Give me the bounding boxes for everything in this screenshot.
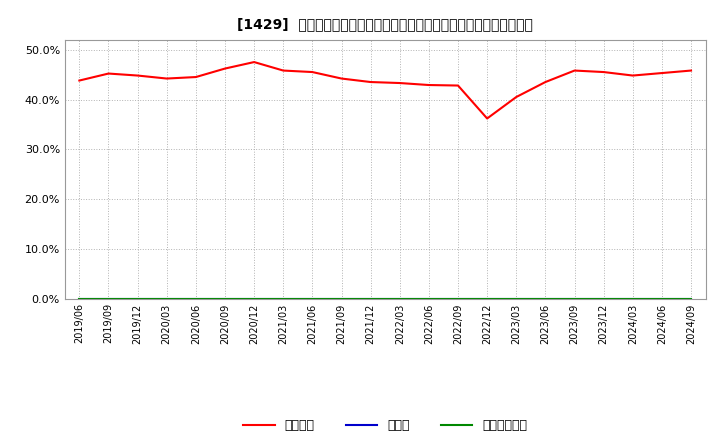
のれん	[75, 297, 84, 302]
のれん	[687, 297, 696, 302]
繰延税金資産	[279, 297, 287, 302]
自己資本	[512, 94, 521, 99]
のれん	[599, 297, 608, 302]
のれん	[541, 297, 550, 302]
のれん	[250, 297, 258, 302]
のれん	[104, 297, 113, 302]
繰延税金資産	[163, 297, 171, 302]
のれん	[657, 297, 666, 302]
のれん	[454, 297, 462, 302]
Line: 自己資本: 自己資本	[79, 62, 691, 118]
のれん	[133, 297, 142, 302]
自己資本	[687, 68, 696, 73]
Legend: 自己資本, のれん, 繰延税金資産: 自己資本, のれん, 繰延税金資産	[238, 414, 532, 437]
繰延税金資産	[104, 297, 113, 302]
自己資本	[570, 68, 579, 73]
繰延税金資産	[75, 297, 84, 302]
繰延税金資産	[220, 297, 229, 302]
自己資本	[599, 70, 608, 75]
繰延税金資産	[483, 297, 492, 302]
自己資本	[541, 79, 550, 84]
自己資本	[220, 66, 229, 71]
自己資本	[483, 116, 492, 121]
自己資本	[366, 79, 375, 84]
繰延税金資産	[366, 297, 375, 302]
のれん	[512, 297, 521, 302]
繰延税金資産	[395, 297, 404, 302]
自己資本	[425, 82, 433, 88]
繰延税金資産	[454, 297, 462, 302]
のれん	[163, 297, 171, 302]
のれん	[220, 297, 229, 302]
繰延税金資産	[541, 297, 550, 302]
のれん	[629, 297, 637, 302]
繰延税金資産	[425, 297, 433, 302]
繰延税金資産	[570, 297, 579, 302]
自己資本	[104, 71, 113, 76]
自己資本	[395, 81, 404, 86]
自己資本	[629, 73, 637, 78]
繰延税金資産	[308, 297, 317, 302]
繰延税金資産	[629, 297, 637, 302]
繰延税金資産	[599, 297, 608, 302]
繰延税金資産	[687, 297, 696, 302]
Title: [1429]  自己資本、のれん、繰延税金資産の総資産に対する比率の推移: [1429] 自己資本、のれん、繰延税金資産の総資産に対する比率の推移	[238, 18, 533, 32]
のれん	[337, 297, 346, 302]
繰延税金資産	[657, 297, 666, 302]
のれん	[192, 297, 200, 302]
のれん	[366, 297, 375, 302]
繰延税金資産	[512, 297, 521, 302]
自己資本	[133, 73, 142, 78]
のれん	[308, 297, 317, 302]
自己資本	[657, 70, 666, 76]
自己資本	[279, 68, 287, 73]
のれん	[279, 297, 287, 302]
自己資本	[308, 70, 317, 75]
のれん	[483, 297, 492, 302]
自己資本	[337, 76, 346, 81]
自己資本	[454, 83, 462, 88]
繰延税金資産	[192, 297, 200, 302]
のれん	[425, 297, 433, 302]
自己資本	[192, 74, 200, 80]
繰延税金資産	[337, 297, 346, 302]
自己資本	[250, 59, 258, 65]
のれん	[570, 297, 579, 302]
のれん	[395, 297, 404, 302]
自己資本	[75, 78, 84, 83]
繰延税金資産	[133, 297, 142, 302]
繰延税金資産	[250, 297, 258, 302]
自己資本	[163, 76, 171, 81]
